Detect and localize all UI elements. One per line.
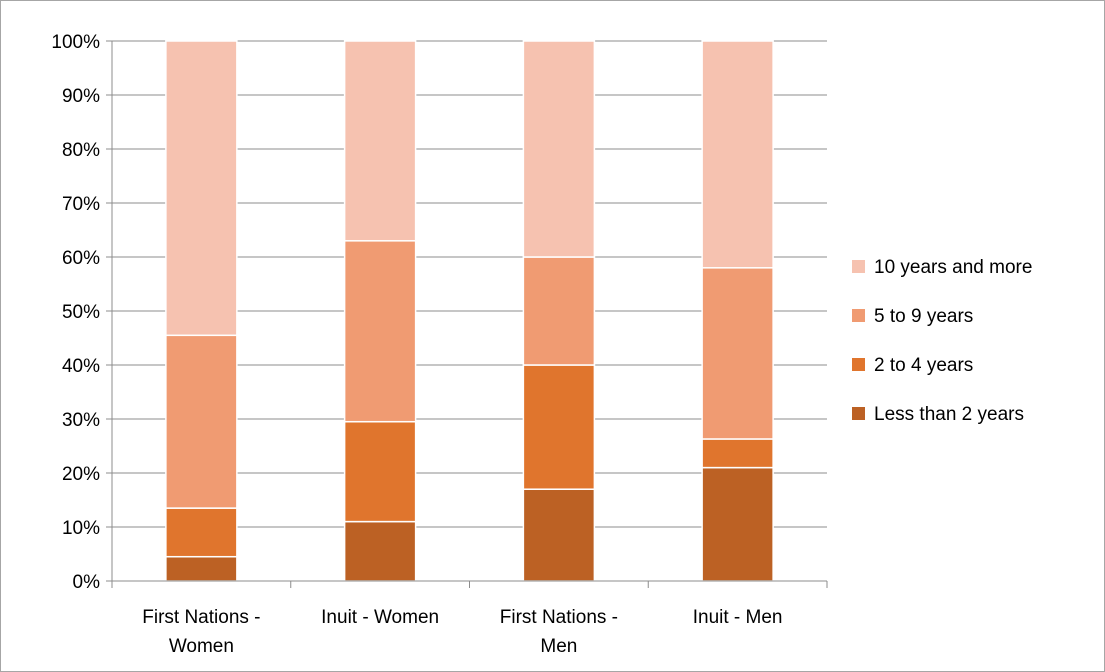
y-tick-label: 0% <box>73 572 101 593</box>
y-tick-label: 40% <box>62 356 100 377</box>
x-axis-labels: First Nations - Women Inuit - Women First N… <box>142 607 782 657</box>
bar-segment <box>343 40 417 242</box>
x-tick-label: Women <box>169 636 234 657</box>
legend-item: Less than 2 years <box>852 404 1024 425</box>
bar-segment <box>165 507 238 558</box>
bar-segment <box>343 520 417 582</box>
legend-item: 5 to 9 years <box>852 306 973 327</box>
bar-segment <box>343 420 417 523</box>
x-tick-label: First Nations - <box>142 607 260 628</box>
legend-label: Less than 2 years <box>874 404 1024 425</box>
legend-label: 2 to 4 years <box>874 355 973 376</box>
bar-segment <box>522 488 596 582</box>
bar-segment <box>165 555 238 582</box>
y-tick-label: 90% <box>62 86 100 107</box>
legend-swatch <box>852 407 865 420</box>
y-tick-label: 60% <box>62 248 100 269</box>
legend-swatch <box>852 358 865 371</box>
legend-label: 5 to 9 years <box>874 306 973 327</box>
y-tick-label: 50% <box>62 302 100 323</box>
bars <box>165 40 774 582</box>
bar-segment <box>701 438 774 469</box>
y-tick-label: 100% <box>51 32 100 53</box>
legend-item: 10 years and more <box>852 257 1032 278</box>
x-tick-label: First Nations - <box>500 607 618 628</box>
legend-swatch <box>852 309 865 322</box>
bar-segment <box>701 40 774 269</box>
legend: 10 years and more 5 to 9 years 2 to 4 year… <box>852 257 1032 425</box>
bar-segment <box>165 40 238 337</box>
legend-swatch <box>852 260 865 273</box>
y-tick-label: 70% <box>62 194 100 215</box>
y-axis-labels: 0% 10% 20% 30% 40% 50% 60% 70% 80% 90% 100% <box>51 32 100 593</box>
bar-segment <box>165 334 238 509</box>
y-tick-label: 80% <box>62 140 100 161</box>
bar-segment <box>701 466 774 582</box>
bar-segment <box>522 256 596 366</box>
legend-label: 10 years and more <box>874 257 1032 278</box>
y-tick-label: 20% <box>62 464 100 485</box>
bar-segment <box>343 240 417 423</box>
x-tick-label: Inuit - Women <box>321 607 439 628</box>
x-tick-label: Men <box>540 636 577 657</box>
x-tick-label: Inuit - Men <box>693 607 783 628</box>
bar-segment <box>701 267 774 440</box>
bar-segment <box>522 364 596 490</box>
legend-item: 2 to 4 years <box>852 355 973 376</box>
bar-segment <box>522 40 596 258</box>
y-tick-label: 30% <box>62 410 100 431</box>
y-tick-label: 10% <box>62 518 100 539</box>
axes <box>106 40 828 588</box>
